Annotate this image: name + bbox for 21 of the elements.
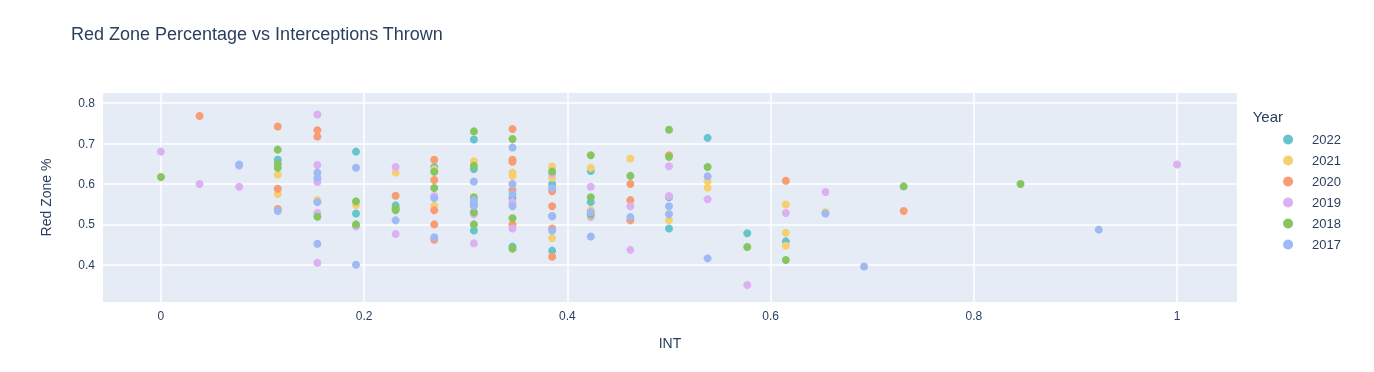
y-tick-label: 0.5 <box>78 217 96 232</box>
legend-label: 2019 <box>1312 195 1341 210</box>
y-tick-label: 0.8 <box>78 96 96 111</box>
x-axis-title: INT <box>658 335 682 351</box>
legend-label: 2017 <box>1312 237 1341 252</box>
x-tick-label: 0.2 <box>355 309 373 323</box>
legend-title: Year <box>1252 108 1283 125</box>
x-tick-label: 0.8 <box>965 309 983 323</box>
legend-label: 2022 <box>1312 132 1341 147</box>
x-tick-label: 0 <box>157 309 165 323</box>
legend-label: 2020 <box>1312 174 1341 189</box>
x-tick-label: 0.4 <box>559 309 577 323</box>
legend-label: 2021 <box>1312 153 1341 168</box>
chart-title: Red Zone Percentage vs Interceptions Thrown <box>71 24 443 44</box>
y-axis-title: Red Zone % <box>38 158 54 237</box>
legend-label: 2018 <box>1312 216 1341 231</box>
x-tick-label: 1 <box>1173 309 1181 323</box>
x-tick-label: 0.6 <box>762 309 780 323</box>
y-tick-label: 0.6 <box>78 176 96 191</box>
y-tick-label: 0.7 <box>78 136 96 151</box>
y-tick-label: 0.4 <box>78 257 96 272</box>
